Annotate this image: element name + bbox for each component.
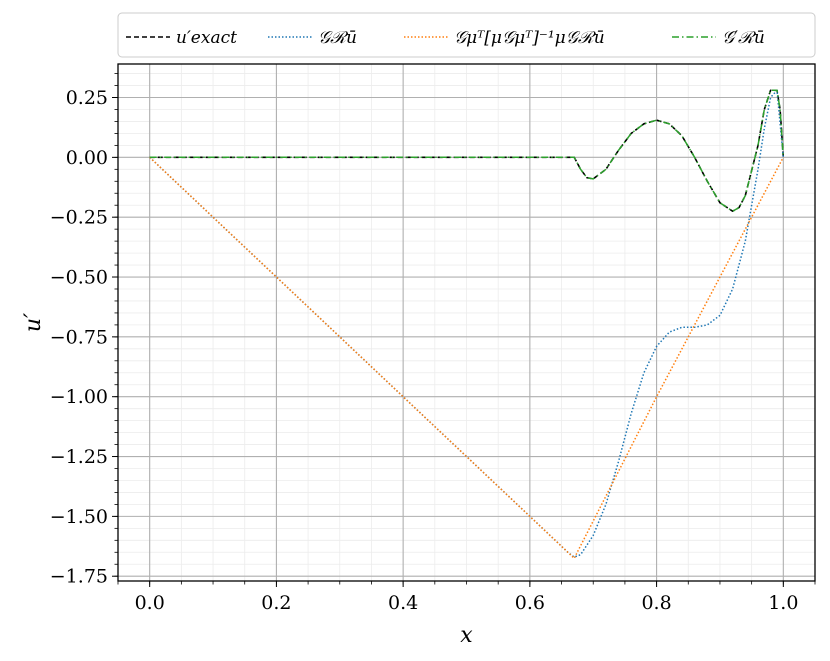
y-tick-label: 0.25 xyxy=(66,87,108,109)
legend-label-4: 𝒢′ℛū xyxy=(722,28,765,48)
legend-label-3: 𝒢μᵀ[μ𝒢μᵀ]⁻¹μ𝒢ℛū xyxy=(454,28,605,48)
x-tick-label: 0.8 xyxy=(641,592,671,614)
legend: u′exact 𝒢ℛū 𝒢μᵀ[μ𝒢μᵀ]⁻¹μ𝒢ℛū 𝒢′ℛū xyxy=(117,12,816,58)
legend-label-2: 𝒢ℛū xyxy=(318,28,357,48)
series-line-4 xyxy=(149,89,785,212)
x-tick-label: 0.2 xyxy=(261,592,291,614)
series-lines xyxy=(149,89,785,560)
legend-label-1: u′exact xyxy=(176,28,237,48)
x-tick-label: 0.4 xyxy=(388,592,418,614)
x-axis-label: x xyxy=(460,623,473,648)
x-tick-label: 0.6 xyxy=(515,592,545,614)
x-tick-label: 1.0 xyxy=(768,592,798,614)
y-tick-label: −0.25 xyxy=(50,207,108,229)
y-tick-label: −1.75 xyxy=(50,566,108,588)
axis-ticks: 0.0 0.2 0.4 0.6 0.8 1.0 0.25 0.00 −0.25 −0.50 −0.7… xyxy=(50,73,816,614)
y-tick-label: −0.50 xyxy=(50,267,108,289)
x-tick-label: 0.0 xyxy=(135,592,165,614)
y-tick-label: 0.00 xyxy=(66,147,108,169)
y-axis-label: u′ xyxy=(21,313,46,332)
series-line-3 xyxy=(149,156,784,560)
y-tick-label: −1.25 xyxy=(50,446,108,468)
major-grid xyxy=(118,64,815,581)
y-tick-label: −1.00 xyxy=(50,386,108,408)
y-tick-label: −1.50 xyxy=(50,506,108,528)
y-tick-label: −0.75 xyxy=(50,326,108,348)
legend-box xyxy=(117,12,816,58)
